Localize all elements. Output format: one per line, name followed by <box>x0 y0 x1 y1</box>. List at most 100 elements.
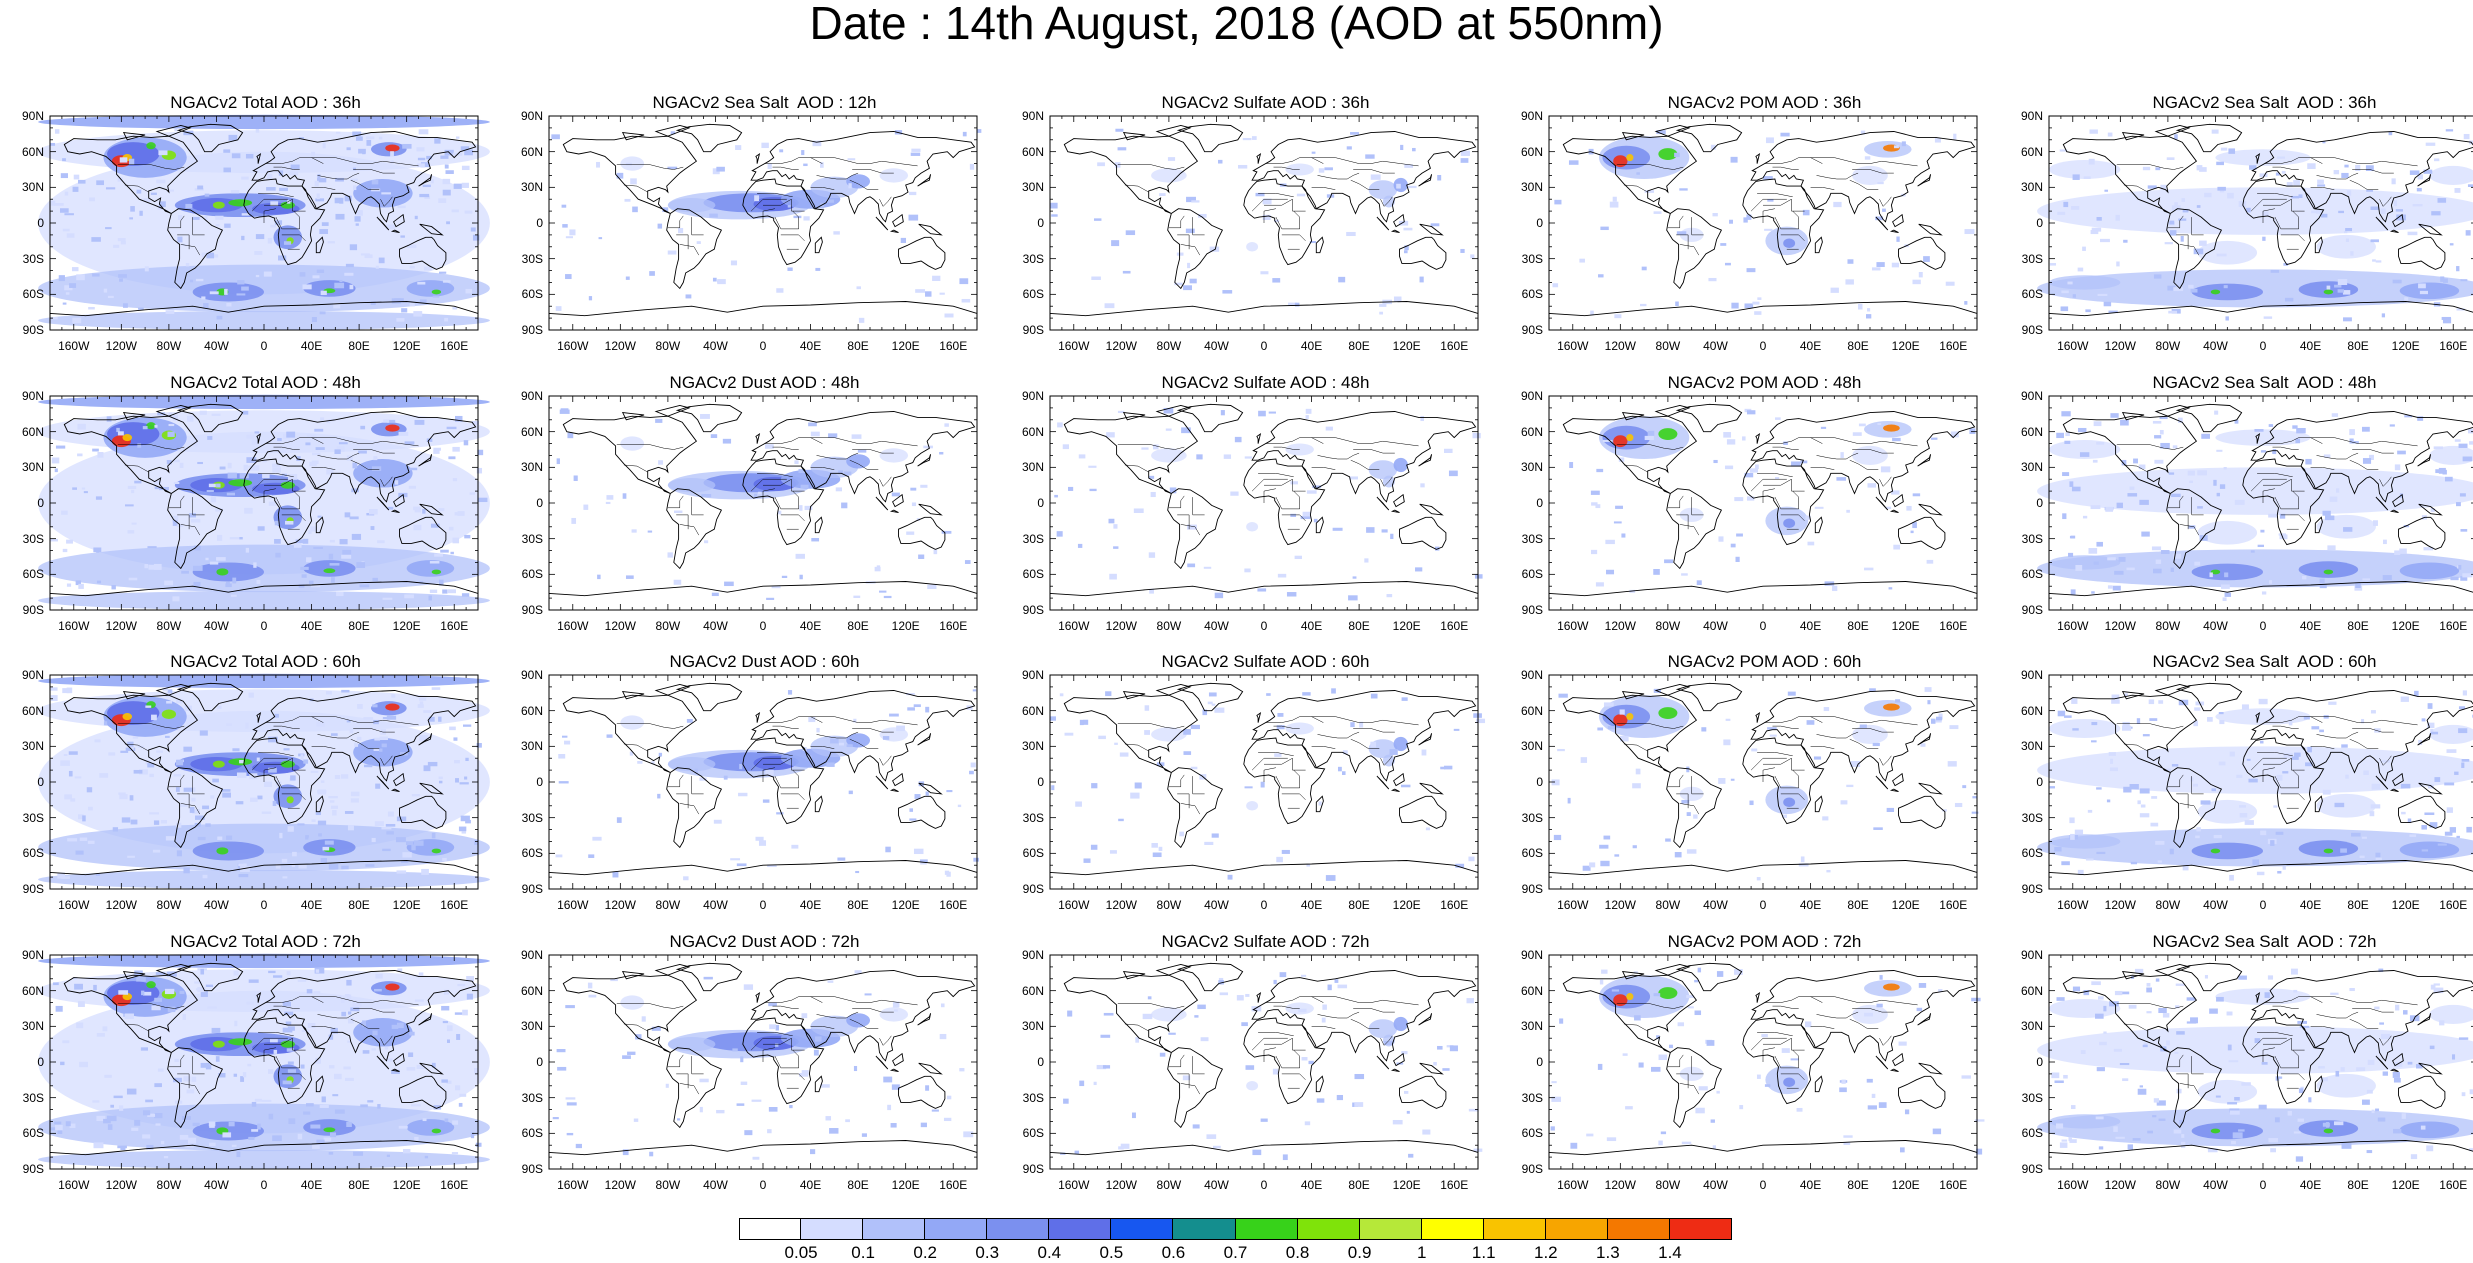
lat-tick-label: 90N <box>1021 668 1044 682</box>
aod-cell <box>2392 279 2402 284</box>
country-border <box>1757 473 1793 478</box>
lon-tick-label: 120E <box>891 619 920 633</box>
aod-cell <box>1664 559 1674 564</box>
country-border <box>616 164 684 170</box>
aod-cell <box>205 823 211 827</box>
axis-ticks <box>49 674 479 890</box>
lat-tick-label: 0 <box>536 1055 543 1069</box>
aod-cell <box>2224 592 2232 597</box>
aod-cell <box>288 1118 296 1125</box>
aod-cell <box>461 593 470 597</box>
aod-cell <box>347 1011 352 1015</box>
coastline <box>2392 493 2404 508</box>
aod-cell <box>2401 1113 2406 1119</box>
aod-cell <box>274 538 281 544</box>
country-border <box>1380 1035 1393 1046</box>
aod-cell <box>130 746 134 751</box>
aod-cell <box>53 982 59 986</box>
country-border <box>774 769 799 789</box>
aod-cell <box>396 870 407 874</box>
coastline <box>393 772 405 787</box>
aod-cell <box>1742 436 1746 441</box>
aod-cell <box>64 794 72 800</box>
map-plot <box>548 395 978 611</box>
map-area: 90N 60N 30N 0 30S 60S 90S 160W 120W 80W 40W 0 40E 80E… <box>1022 669 1486 911</box>
coastline <box>2154 125 2191 137</box>
axis-ticks <box>2048 954 2473 1170</box>
aod-cell <box>179 990 185 994</box>
aod-cell <box>345 263 354 268</box>
coastline <box>1176 682 1244 712</box>
aod-cell <box>413 524 422 531</box>
aod-cell <box>329 1132 337 1138</box>
country-border <box>1676 1073 1689 1089</box>
aod-cell <box>1474 574 1483 579</box>
country-border <box>1258 1032 1294 1037</box>
aod-cell <box>119 1105 124 1111</box>
aod-cell <box>2366 1150 2373 1154</box>
aod-cell <box>323 1137 332 1142</box>
aod-cell <box>787 205 791 208</box>
coastline <box>666 208 723 290</box>
aod-cell <box>711 592 719 597</box>
aod-blob <box>1658 987 1678 999</box>
aod-cell <box>1876 262 1885 267</box>
aod-cell <box>1651 1066 1661 1072</box>
country-border <box>2272 725 2299 729</box>
aod-blob <box>846 174 870 189</box>
aod-cell <box>1653 211 1662 214</box>
aod-blob <box>122 713 133 721</box>
aod-cell <box>1906 505 1912 511</box>
aod-cell <box>277 438 282 442</box>
aod-cell <box>736 1103 745 1106</box>
coastlines <box>548 962 978 1170</box>
aod-cell <box>141 990 145 996</box>
aod-cell <box>2147 185 2157 189</box>
lon-tick-label: 80W <box>655 1178 681 1192</box>
aod-cell <box>1971 811 1979 814</box>
aod-cell <box>2096 787 2102 790</box>
aod-cell <box>1569 462 1574 469</box>
aod-cell <box>1698 1086 1708 1091</box>
aod-cell <box>1311 151 1316 154</box>
lon-tick-label: 80W <box>1156 619 1182 633</box>
aerosol-field <box>38 673 490 889</box>
aod-cell <box>1349 476 1358 480</box>
aod-cell <box>106 1115 117 1122</box>
country-border <box>380 1035 393 1046</box>
aod-cell <box>335 177 344 182</box>
aod-cell <box>1211 703 1216 706</box>
aod-cell <box>381 192 391 195</box>
coastline <box>562 974 698 1053</box>
aod-cell <box>2239 812 2248 818</box>
lat-tick-label: 60S <box>22 846 44 861</box>
aod-cell <box>2298 1088 2304 1094</box>
lon-tick-label: 160W <box>1557 619 1589 633</box>
aod-cell <box>810 1149 816 1155</box>
lon-tick-label: 0 <box>759 898 767 912</box>
aod-cell <box>896 725 905 732</box>
aod-cell <box>2199 167 2207 172</box>
aod-cell <box>569 229 576 236</box>
aod-cell <box>2070 1105 2076 1110</box>
aod-cell <box>93 1142 104 1149</box>
aod-cell <box>813 1049 819 1056</box>
lat-tick-label: 30S <box>2021 1090 2043 1105</box>
aod-cell <box>713 819 722 824</box>
aod-cell <box>224 288 228 295</box>
aod-cell <box>282 1027 293 1033</box>
coastline <box>742 458 825 546</box>
aod-cell <box>1306 490 1317 494</box>
aod-cell <box>1346 146 1352 150</box>
aod-cell <box>400 235 405 238</box>
panel-title: NGACv2 Dust AOD : 72h <box>669 932 860 951</box>
aod-cell <box>1734 969 1743 975</box>
aod-cell <box>1896 236 1900 242</box>
aod-cell <box>58 275 65 282</box>
aod-cell <box>151 714 157 721</box>
aod-cell <box>1640 303 1647 307</box>
aod-cell <box>1251 1006 1262 1012</box>
lon-tick-label: 0 <box>1759 1178 1767 1192</box>
aod-cell <box>1871 1093 1876 1098</box>
aod-cell <box>2445 129 2454 132</box>
